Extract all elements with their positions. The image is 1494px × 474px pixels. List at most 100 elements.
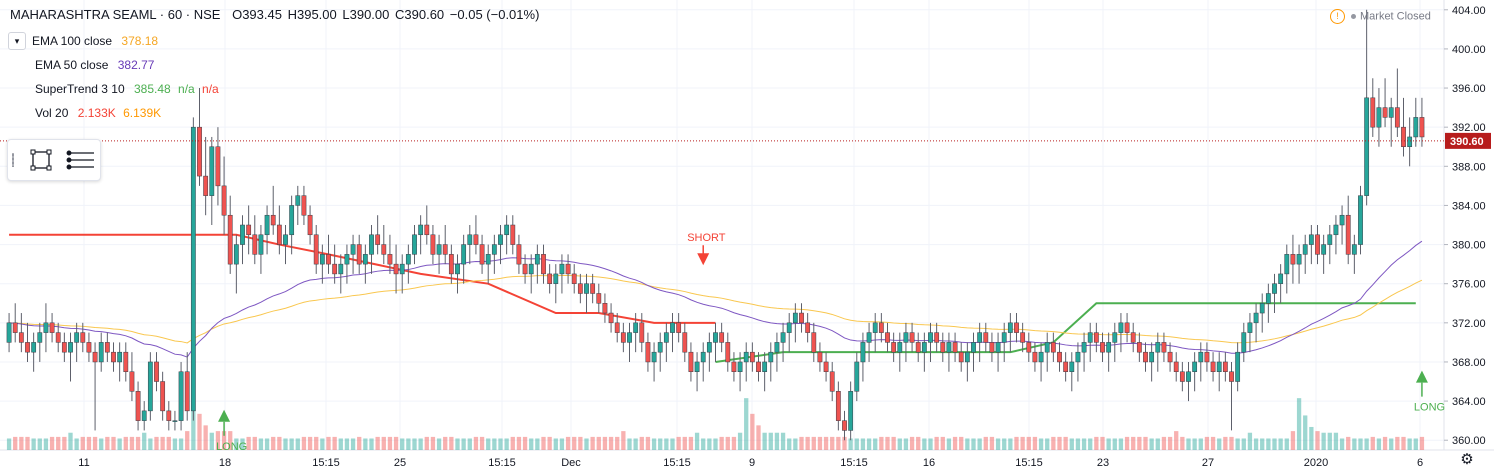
volume-bar <box>959 436 964 450</box>
volume-bar <box>412 438 417 450</box>
gear-icon[interactable]: ⚙ <box>1460 451 1474 468</box>
volume-bar <box>228 431 233 450</box>
volume-bar <box>1272 438 1277 450</box>
warning-icon[interactable]: ! <box>1330 9 1345 24</box>
volume-bar <box>1235 438 1240 450</box>
candle-body <box>756 361 761 372</box>
candle-body <box>1044 342 1050 353</box>
volume-bar <box>1389 438 1394 450</box>
volume-bar <box>1247 432 1253 450</box>
indicator-ema50[interactable]: EMA 50 close 382.77 <box>35 58 154 72</box>
volume-bar <box>946 438 952 450</box>
volume-bar <box>80 436 85 450</box>
volume-bar <box>879 436 884 450</box>
collapse-chevron-icon[interactable]: ▾ <box>8 32 26 50</box>
volume-bar <box>510 436 515 450</box>
candle-body <box>227 214 233 265</box>
candle-body <box>989 342 995 353</box>
indicator-ema100[interactable]: ▾ EMA 100 close 378.18 <box>8 32 158 50</box>
volume-bar <box>750 413 755 450</box>
candle-body <box>111 351 116 363</box>
volume-bar <box>344 438 350 450</box>
candle-body <box>1327 234 1333 245</box>
x-tick-label: 23 <box>1097 457 1109 469</box>
y-tick-label: 392.00 <box>1452 122 1486 134</box>
volume-bar <box>1075 438 1081 450</box>
rectangle-tool-icon[interactable] <box>30 149 52 171</box>
candle-body <box>762 361 768 372</box>
candle-body <box>436 244 442 255</box>
candle-body <box>319 254 325 265</box>
drawing-toolbox[interactable] <box>7 139 101 181</box>
candle-body <box>676 322 682 333</box>
candle-body <box>1216 361 1222 372</box>
x-tick-label: 15:15 <box>663 457 691 469</box>
volume-bar <box>811 436 816 450</box>
candle-body <box>424 224 430 236</box>
volume-bar <box>1014 436 1019 450</box>
volume-bar <box>307 436 313 450</box>
volume-bar <box>1143 436 1148 450</box>
volume-bar <box>1364 438 1369 450</box>
volume-bar <box>99 438 104 450</box>
candle-body <box>1186 371 1191 382</box>
candle-body <box>688 351 694 372</box>
indicator-volume[interactable]: Vol 20 2.133K 6.139K <box>35 106 161 120</box>
volume-bar <box>43 438 49 450</box>
volume-bar <box>492 438 497 450</box>
volume-bar <box>682 436 687 450</box>
volume-bar <box>952 436 958 450</box>
volume-bar <box>283 438 288 450</box>
candle-body <box>6 322 12 343</box>
short-arrow-icon <box>697 253 710 266</box>
candle-body <box>240 224 245 245</box>
x-tick-label: 15:15 <box>312 457 340 469</box>
candle-body <box>663 332 669 343</box>
candle-body <box>461 244 467 265</box>
market-status[interactable]: ! Market Closed <box>1330 9 1431 24</box>
volume-bar <box>74 438 79 450</box>
line-style-icon[interactable] <box>66 150 94 170</box>
volume-bar <box>1045 438 1050 450</box>
volume-bar <box>68 432 73 450</box>
drag-handle-icon[interactable] <box>12 153 14 167</box>
candle-body <box>909 332 915 343</box>
volume-bar <box>1063 436 1068 450</box>
candle-body <box>448 254 454 275</box>
volume-bar <box>350 438 356 450</box>
candle-body <box>983 332 989 343</box>
volume-bar <box>1026 436 1031 450</box>
volume-bar <box>1395 436 1400 450</box>
volume-bar <box>13 436 18 450</box>
candle-body <box>326 254 331 265</box>
candle-body <box>1265 293 1271 304</box>
candle-body <box>614 322 620 333</box>
candle-body <box>633 322 639 333</box>
volume-bar <box>479 436 485 450</box>
volume-bar <box>240 438 245 450</box>
symbol-title[interactable]: MAHARASHTRA SEAML · 60 · NSE <box>10 7 221 22</box>
volume-bar <box>1370 436 1375 450</box>
candle-body <box>1087 332 1093 343</box>
volume-bar <box>529 438 534 450</box>
volume-bar <box>418 438 423 450</box>
candle-body <box>1272 283 1277 294</box>
volume-bar <box>1284 438 1289 450</box>
volume-bar <box>1419 436 1425 450</box>
ema50-value: 382.77 <box>117 58 155 72</box>
y-tick-label: 364.00 <box>1452 396 1486 408</box>
volume-bar <box>37 438 42 450</box>
volume-bar <box>971 438 976 450</box>
candle-body <box>964 351 970 363</box>
candle-body <box>534 254 540 265</box>
candle-body <box>639 322 645 343</box>
volume-bar <box>301 436 307 450</box>
candle-body <box>522 263 528 275</box>
volume-bar <box>1069 438 1074 450</box>
volume-bar <box>123 436 128 450</box>
indicator-supertrend[interactable]: SuperTrend 3 10 385.48 n/a n/a <box>35 82 219 96</box>
candle-body <box>1057 351 1062 363</box>
candle-body <box>1063 361 1069 372</box>
volume-bar <box>111 436 116 450</box>
